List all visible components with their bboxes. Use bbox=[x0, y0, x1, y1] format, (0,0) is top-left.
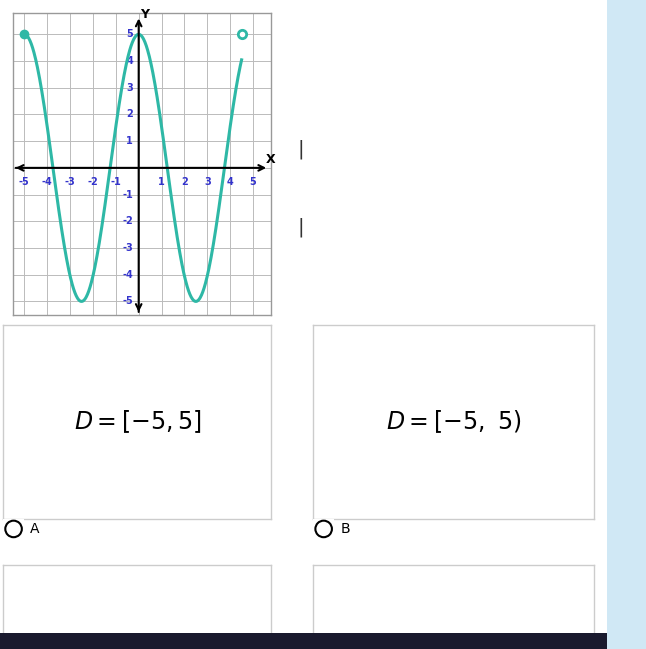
Text: -1: -1 bbox=[110, 177, 121, 187]
Text: -3: -3 bbox=[122, 243, 133, 253]
Text: -4: -4 bbox=[42, 177, 52, 187]
Text: |: | bbox=[297, 217, 304, 237]
Text: -3: -3 bbox=[65, 177, 76, 187]
Text: $D = [-5,\ 5)$: $D = [-5,\ 5)$ bbox=[386, 408, 521, 435]
Text: 5: 5 bbox=[126, 29, 133, 40]
Text: $D = [-5, 5]$: $D = [-5, 5]$ bbox=[74, 408, 201, 435]
Text: -5: -5 bbox=[122, 297, 133, 306]
Text: 3: 3 bbox=[204, 177, 211, 187]
Text: 4: 4 bbox=[227, 177, 234, 187]
Text: -1: -1 bbox=[122, 190, 133, 200]
Text: 5: 5 bbox=[249, 177, 256, 187]
Text: |: | bbox=[297, 140, 304, 159]
Text: B: B bbox=[340, 522, 350, 536]
Text: -5: -5 bbox=[19, 177, 30, 187]
Text: -2: -2 bbox=[122, 216, 133, 227]
Text: 4: 4 bbox=[126, 56, 133, 66]
Text: 1: 1 bbox=[158, 177, 165, 187]
Text: -4: -4 bbox=[122, 270, 133, 280]
Text: A: A bbox=[30, 522, 40, 536]
Text: 2: 2 bbox=[181, 177, 188, 187]
Text: 1: 1 bbox=[126, 136, 133, 146]
Text: 2: 2 bbox=[126, 110, 133, 119]
Text: -2: -2 bbox=[88, 177, 98, 187]
Text: Y: Y bbox=[140, 8, 149, 21]
Text: X: X bbox=[266, 153, 275, 166]
Text: 3: 3 bbox=[126, 83, 133, 93]
